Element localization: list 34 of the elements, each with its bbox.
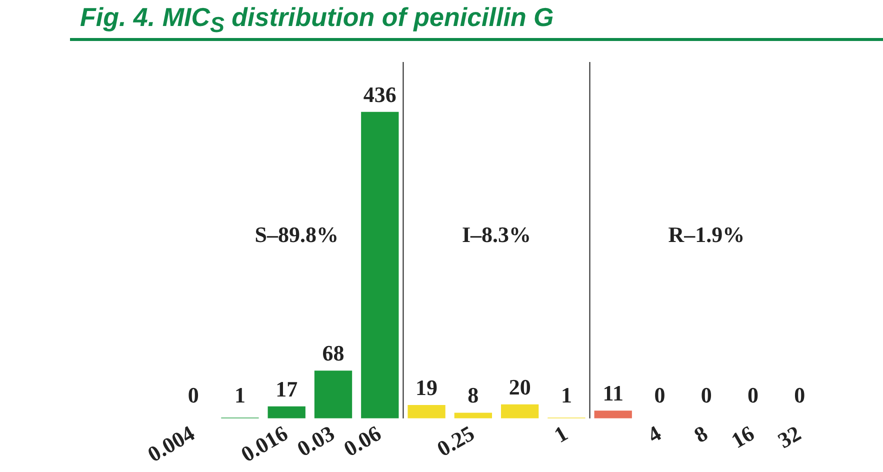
data-label: 0 (794, 382, 806, 408)
data-label: 0 (654, 382, 666, 408)
data-label: 19 (416, 375, 438, 400)
data-label: 68 (322, 340, 344, 366)
x-tick-label: 16 (726, 420, 758, 454)
bar (268, 406, 306, 418)
x-tick-label: 8 (690, 420, 712, 448)
data-label: 0 (700, 382, 712, 408)
data-label: 0 (188, 382, 199, 408)
data-label: 8 (468, 382, 479, 408)
x-tick-label: 0.016 (236, 420, 292, 467)
data-label: 436 (363, 82, 396, 107)
bar (361, 112, 399, 418)
data-label: 0 (748, 382, 759, 408)
x-tick-label: 32 (773, 420, 806, 454)
data-label: 11 (602, 380, 624, 406)
x-tick-label: 0.03 (292, 420, 339, 462)
data-label: 1 (560, 382, 572, 408)
x-tick-label: 0.004 (143, 420, 199, 467)
chart-title: Fig. 4. MIC$_{S}$ distribution of penicillin G (80, 2, 554, 38)
data-label: 17 (276, 376, 298, 402)
bar (500, 404, 539, 418)
data-label: 1 (234, 382, 246, 408)
x-tick-label: 0.06 (339, 420, 386, 462)
x-tick-label: 1 (550, 420, 572, 448)
bar (594, 410, 632, 418)
x-tick-label: 4 (643, 420, 666, 448)
annotation: S–89.8% (254, 222, 338, 247)
x-tick-label: 0.25 (432, 420, 479, 462)
data-label: 20 (508, 374, 531, 400)
bar (314, 370, 352, 418)
bar (408, 405, 446, 418)
annotation: I–8.3% (462, 222, 532, 247)
annotation: R–1.9% (668, 222, 745, 247)
